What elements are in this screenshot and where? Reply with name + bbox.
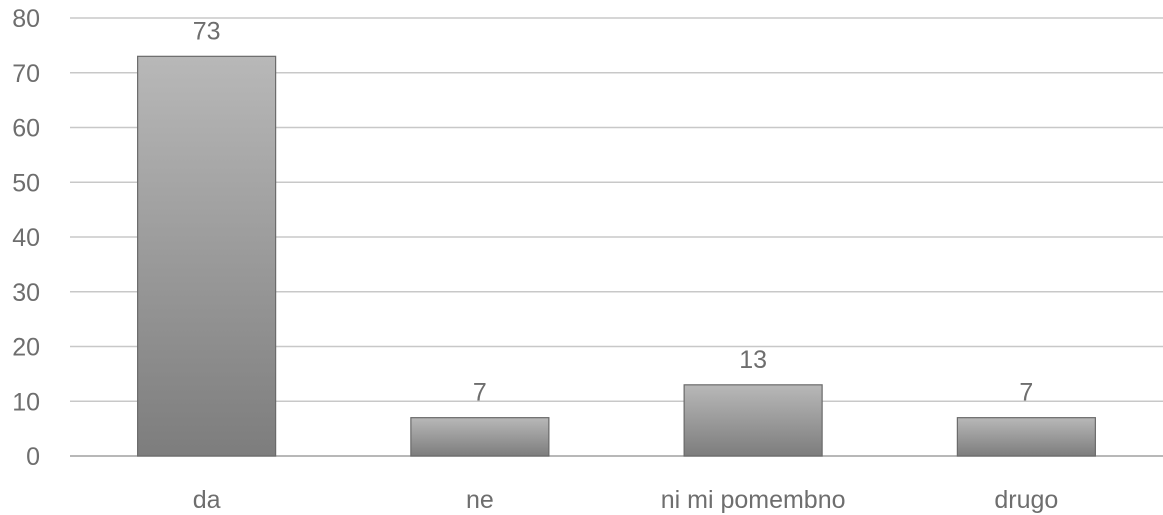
y-tick-label: 60 (12, 115, 40, 143)
bar-da (137, 55, 277, 457)
y-tick-label: 20 (12, 334, 40, 362)
bar-ni-mi-pomembno (683, 384, 823, 457)
y-tick-label: 30 (12, 279, 40, 307)
x-category-label: ni mi pomembno (661, 486, 846, 514)
data-label: 13 (739, 346, 767, 374)
data-label: 73 (193, 17, 221, 45)
bars (137, 55, 1096, 457)
y-axis-ticks: 0 10 20 30 40 50 60 70 80 (12, 5, 40, 471)
y-tick-label: 10 (12, 388, 40, 416)
bar-ne (410, 417, 550, 457)
x-category-label: drugo (994, 486, 1058, 514)
data-label: 7 (473, 379, 487, 407)
data-label: 7 (1019, 379, 1033, 407)
y-tick-label: 0 (26, 443, 40, 471)
bar-drugo (956, 417, 1096, 457)
x-category-label: da (193, 486, 221, 514)
y-tick-label: 70 (12, 60, 40, 88)
x-axis-categories: da ne ni mi pomembno drugo (193, 486, 1059, 514)
y-tick-label: 50 (12, 169, 40, 197)
data-labels: 73 7 13 7 (193, 17, 1034, 406)
x-category-label: ne (466, 486, 494, 514)
y-tick-label: 80 (12, 5, 40, 33)
y-tick-label: 40 (12, 224, 40, 252)
